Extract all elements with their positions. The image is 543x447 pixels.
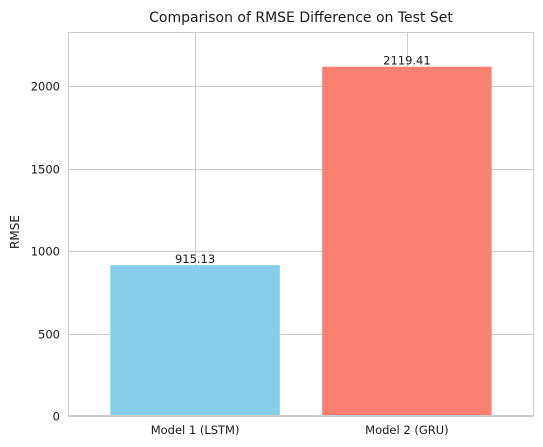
- tick-labels: 0 500 1000 1500 2000 Model 1 (LSTM) Model 2 (G…: [31, 80, 449, 438]
- chart-title: Comparison of RMSE Difference on Test Se…: [149, 10, 453, 26]
- y-axis-label: RMSE: [8, 215, 22, 249]
- bars: [110, 66, 492, 417]
- plot-frame: [68, 32, 534, 416]
- x-tick-label: Model 1 (LSTM): [151, 423, 240, 437]
- bar: [110, 265, 280, 416]
- bar: [322, 66, 492, 417]
- y-tick-label: 0: [53, 410, 60, 424]
- x-tick-label: Model 2 (GRU): [365, 423, 448, 437]
- bar-value-label: 2119.41: [383, 54, 431, 68]
- bar-value-label: 915.13: [175, 252, 215, 266]
- y-tick-label: 1000: [31, 245, 60, 259]
- data-labels: 915.13 2119.41: [175, 54, 431, 266]
- y-tick-label: 2000: [31, 80, 60, 94]
- y-tick-label: 500: [38, 328, 60, 342]
- y-tick-label: 1500: [31, 163, 60, 177]
